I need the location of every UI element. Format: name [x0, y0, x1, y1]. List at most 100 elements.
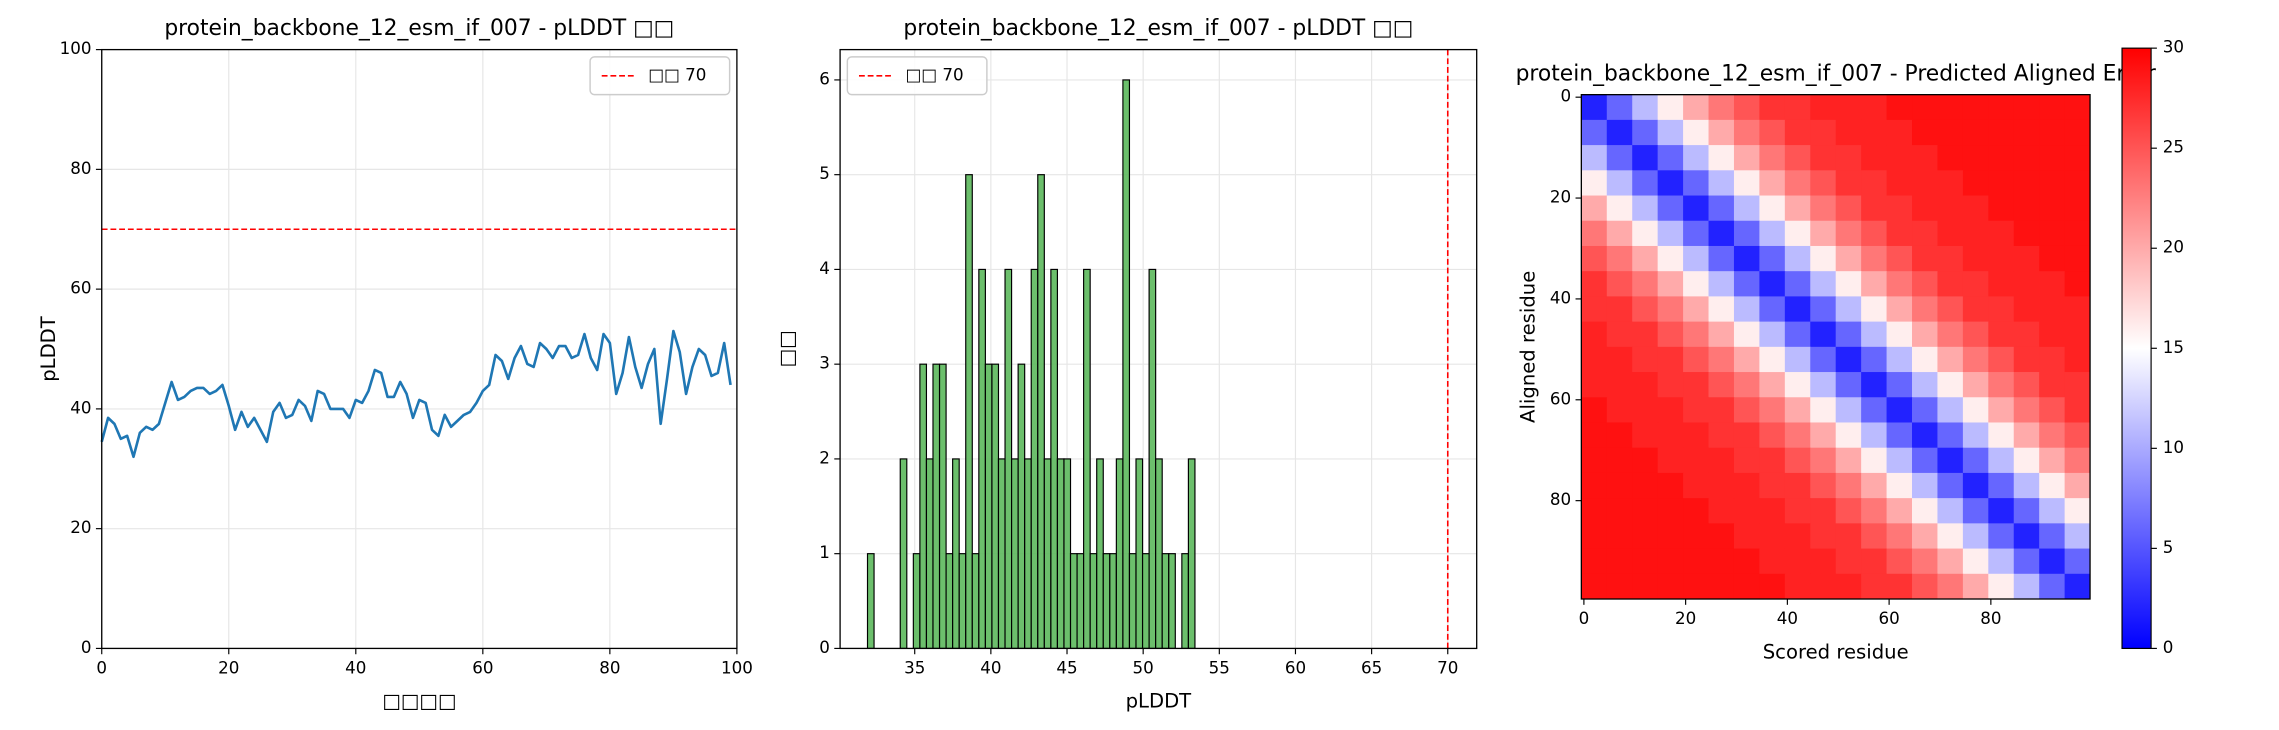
- histogram-bar: [1083, 268, 1091, 650]
- x-axis-label: pLDDT: [1126, 690, 1193, 713]
- heatmap-cell: [1733, 296, 1760, 323]
- x-tick-label: 0: [1579, 608, 1590, 628]
- heatmap-cell: [1886, 573, 1913, 600]
- heatmap-cell: [1962, 573, 1989, 600]
- heatmap-cell: [1810, 573, 1837, 600]
- heatmap-cell: [1861, 372, 1888, 398]
- heatmap-cell: [1861, 573, 1888, 600]
- y-tick-label: 40: [70, 397, 91, 417]
- heatmap-cell: [1759, 447, 1786, 474]
- heatmap-cell: [2064, 119, 2091, 146]
- heatmap-cell: [1962, 422, 1989, 449]
- heatmap-cell: [2064, 296, 2091, 323]
- heatmap-cell: [1733, 422, 1760, 449]
- heatmap-cell: [1581, 94, 1608, 121]
- heatmap-cell: [1861, 296, 1888, 323]
- heatmap-cell: [1733, 498, 1760, 524]
- x-tick-label: 20: [1675, 608, 1696, 628]
- heatmap-cell: [1657, 245, 1684, 272]
- heatmap-cell: [1581, 498, 1608, 524]
- heatmap-cell: [1784, 447, 1811, 474]
- heatmap-cell: [1810, 220, 1837, 247]
- heatmap-cell: [1683, 145, 1709, 171]
- heatmap-cell: [1912, 271, 1938, 297]
- heatmap-cell: [1683, 346, 1709, 373]
- heatmap-cell: [1733, 523, 1760, 550]
- heatmap-cell: [1759, 321, 1786, 348]
- heatmap-cell: [2064, 220, 2091, 247]
- heatmap-cell: [1912, 245, 1938, 272]
- y-tick-label: 60: [1550, 388, 1571, 408]
- heatmap-cell: [1632, 523, 1659, 550]
- heatmap-cell: [1683, 296, 1709, 323]
- heatmap-cell: [1988, 397, 2015, 423]
- heatmap-cell: [1912, 372, 1938, 398]
- heatmap-cell: [1962, 195, 1989, 222]
- heatmap-cell: [1632, 498, 1659, 524]
- heatmap-cell: [1683, 498, 1709, 524]
- heatmap-cell: [1657, 523, 1684, 550]
- heatmap-cell: [1810, 422, 1837, 449]
- heatmap-cell: [1810, 321, 1837, 348]
- x-tick-label: 80: [1980, 608, 2001, 628]
- heatmap-cell: [1759, 119, 1786, 146]
- heatmap-cell: [1912, 422, 1938, 449]
- heatmap-cell: [1657, 548, 1684, 575]
- heatmap-cell: [1632, 397, 1659, 423]
- heatmap-cell: [1632, 472, 1659, 499]
- heatmap-cell: [1784, 321, 1811, 348]
- heatmap-cell: [1962, 523, 1989, 550]
- histogram-bar: [1122, 79, 1131, 650]
- heatmap-cell: [1937, 498, 1964, 524]
- heatmap-cell: [1784, 472, 1811, 499]
- heatmap-cell: [1810, 346, 1837, 373]
- heatmap-cell: [1708, 145, 1735, 171]
- heatmap-cell: [1937, 573, 1964, 600]
- heatmap-cell: [1606, 296, 1633, 323]
- heatmap-cell: [1886, 94, 1913, 121]
- heatmap-cell: [1581, 271, 1608, 297]
- heatmap-cell: [1784, 498, 1811, 524]
- y-tick-label: 0: [1561, 86, 1572, 106]
- heatmap-cell: [2064, 321, 2091, 348]
- heatmap-cell: [2064, 94, 2091, 121]
- x-tick-label: 20: [218, 657, 239, 677]
- y-tick-label: 80: [1550, 489, 1571, 509]
- heatmap-cell: [1835, 422, 1862, 449]
- heatmap-cell: [1962, 271, 1989, 297]
- heatmap-cell: [1632, 548, 1659, 575]
- heatmap-cell: [1886, 447, 1913, 474]
- heatmap-cell: [1581, 447, 1608, 474]
- heatmap-cell: [1962, 321, 1989, 348]
- x-tick-label: 50: [1133, 657, 1154, 677]
- heatmap-cell: [1657, 94, 1684, 121]
- x-axis-label: □□□□: [382, 690, 456, 713]
- heatmap-cell: [2013, 321, 2040, 348]
- heatmap-cell: [1683, 548, 1709, 575]
- heatmap-cell: [2013, 220, 2040, 247]
- y-tick-label: 2: [819, 447, 830, 467]
- heatmap-cell: [1810, 94, 1837, 121]
- y-tick-label: 4: [819, 258, 830, 278]
- heatmap-cell: [1988, 372, 2015, 398]
- x-tick-label: 40: [1777, 608, 1798, 628]
- heatmap-cell: [1784, 145, 1811, 171]
- colorbar: [2121, 47, 2152, 650]
- heatmap-cell: [1912, 447, 1938, 474]
- heatmap-cell: [2064, 145, 2091, 171]
- histogram-bar: [1181, 553, 1189, 650]
- heatmap-cell: [1937, 321, 1964, 348]
- y-tick-label: 80: [70, 158, 91, 178]
- heatmap-cell: [1632, 422, 1659, 449]
- legend-label: □□ 70: [648, 64, 706, 84]
- legend-box: [589, 56, 731, 96]
- heatmap-cell: [1810, 523, 1837, 550]
- heatmap-cell: [2013, 397, 2040, 423]
- heatmap-cell: [1886, 296, 1913, 323]
- heatmap-cell: [1581, 346, 1608, 373]
- heatmap-cell: [1937, 220, 1964, 247]
- heatmap-cell: [1810, 372, 1837, 398]
- heatmap-cell: [1784, 94, 1811, 121]
- heatmap-cell: [1962, 498, 1989, 524]
